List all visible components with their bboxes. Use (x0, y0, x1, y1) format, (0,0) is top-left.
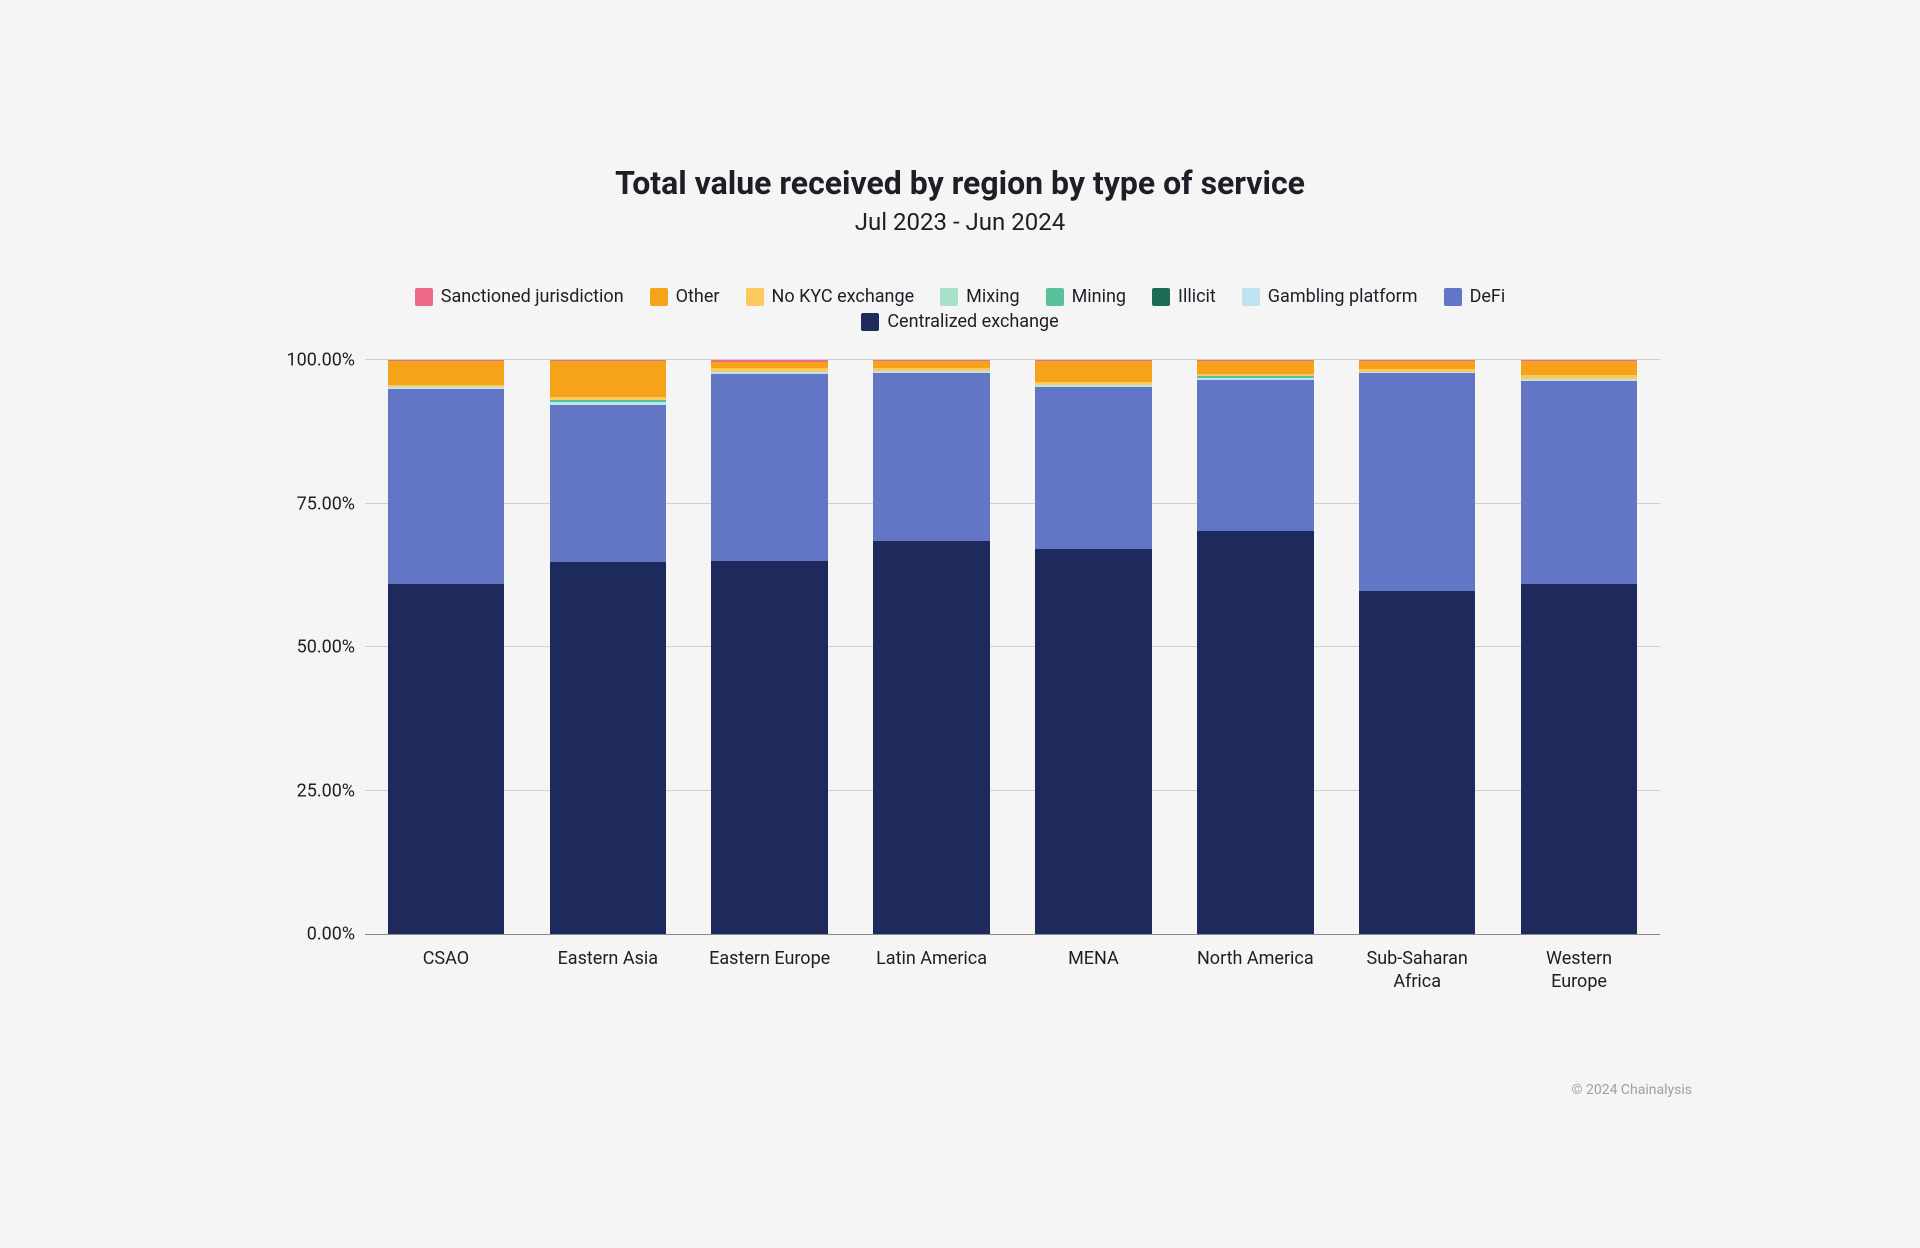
x-tick-label: North America (1174, 947, 1336, 994)
bar-slot (1174, 360, 1336, 934)
bar-segment-centralized_exchange (1197, 531, 1314, 934)
legend-label: DeFi (1470, 286, 1506, 307)
bar-segment-centralized_exchange (711, 561, 828, 934)
legend-item-sanctioned: Sanctioned jurisdiction (415, 286, 624, 307)
chart-canvas: Total value received by region by type o… (200, 134, 1720, 1114)
legend-swatch (746, 288, 764, 306)
bar-segment-other (388, 361, 505, 385)
legend-label: Sanctioned jurisdiction (441, 286, 624, 307)
bar-segment-centralized_exchange (1035, 549, 1152, 934)
bar-segment-other (550, 361, 667, 397)
x-tick-label: MENA (1013, 947, 1175, 994)
legend-item-centralized_exchange: Centralized exchange (861, 311, 1058, 332)
bar-mena (1035, 360, 1152, 934)
bar-eastern-asia (550, 360, 667, 934)
bar-segment-centralized_exchange (388, 584, 505, 934)
legend-item-mining: Mining (1046, 286, 1126, 307)
legend-item-other: Other (650, 286, 720, 307)
bar-western-europe (1521, 360, 1638, 934)
bars-row (365, 360, 1660, 934)
bar-segment-other (1359, 361, 1476, 370)
bar-segment-defi (873, 373, 990, 541)
legend-swatch (1152, 288, 1170, 306)
y-tick-label: 0.00% (275, 924, 355, 945)
legend-label: Mining (1072, 286, 1126, 307)
legend-swatch (650, 288, 668, 306)
bar-segment-other (1035, 361, 1152, 382)
legend-item-illicit: Illicit (1152, 286, 1216, 307)
bar-north-america (1197, 360, 1314, 934)
legend-label: Gambling platform (1268, 286, 1418, 307)
x-tick-label: Sub-SaharanAfrica (1336, 947, 1498, 994)
legend-label: Mixing (966, 286, 1019, 307)
legend-label: Illicit (1178, 286, 1216, 307)
y-tick-label: 100.00% (275, 350, 355, 371)
legend-swatch (1242, 288, 1260, 306)
bar-segment-defi (550, 405, 667, 562)
x-tick-label: WesternEurope (1498, 947, 1660, 994)
legend-swatch (940, 288, 958, 306)
bar-segment-defi (1035, 387, 1152, 549)
chart-subtitle: Jul 2023 - Jun 2024 (200, 208, 1720, 236)
bar-slot (527, 360, 689, 934)
x-tick-label: Eastern Asia (527, 947, 689, 994)
bar-segment-other (1521, 361, 1638, 375)
x-axis-labels: CSAOEastern AsiaEastern EuropeLatin Amer… (365, 947, 1660, 994)
copyright-text: © 2024 Chainalysis (1572, 1082, 1693, 1098)
legend: Sanctioned jurisdiction Other No KYC excha… (360, 286, 1560, 332)
bar-segment-defi (1521, 381, 1638, 584)
plot-area: 0.00%25.00%50.00%75.00%100.00% (365, 360, 1660, 935)
y-axis: 0.00%25.00%50.00%75.00%100.00% (275, 360, 355, 934)
bar-slot (365, 360, 527, 934)
x-tick-label: Eastern Europe (689, 947, 851, 994)
legend-item-gambling: Gambling platform (1242, 286, 1418, 307)
bar-segment-centralized_exchange (550, 562, 667, 934)
legend-label: No KYC exchange (772, 286, 915, 307)
bar-slot (1013, 360, 1175, 934)
bar-segment-defi (711, 374, 828, 561)
bar-segment-centralized_exchange (1521, 584, 1638, 934)
bar-segment-other (873, 361, 990, 368)
title-block: Total value received by region by type o… (200, 164, 1720, 236)
legend-label: Other (676, 286, 720, 307)
legend-swatch (415, 288, 433, 306)
legend-swatch (861, 313, 879, 331)
bar-segment-centralized_exchange (1359, 591, 1476, 934)
legend-item-defi: DeFi (1444, 286, 1506, 307)
legend-item-no_kyc: No KYC exchange (746, 286, 915, 307)
legend-swatch (1444, 288, 1462, 306)
bar-eastern-europe (711, 360, 828, 934)
bar-slot (851, 360, 1013, 934)
bar-segment-defi (388, 389, 505, 584)
bar-segment-centralized_exchange (873, 541, 990, 934)
bar-slot (1498, 360, 1660, 934)
legend-item-mixing: Mixing (940, 286, 1019, 307)
bar-sub-saharan-africa (1359, 360, 1476, 934)
x-tick-label: CSAO (365, 947, 527, 994)
legend-label: Centralized exchange (887, 311, 1058, 332)
legend-swatch (1046, 288, 1064, 306)
bar-segment-other (1197, 361, 1314, 374)
y-tick-label: 25.00% (275, 780, 355, 801)
bar-slot (1336, 360, 1498, 934)
y-tick-label: 50.00% (275, 637, 355, 658)
x-tick-label: Latin America (851, 947, 1013, 994)
bar-csao (388, 360, 505, 934)
chart-title: Total value received by region by type o… (200, 164, 1720, 202)
bar-latin-america (873, 360, 990, 934)
bar-slot (689, 360, 851, 934)
bar-segment-defi (1359, 373, 1476, 591)
bar-segment-defi (1197, 380, 1314, 531)
y-tick-label: 75.00% (275, 493, 355, 514)
